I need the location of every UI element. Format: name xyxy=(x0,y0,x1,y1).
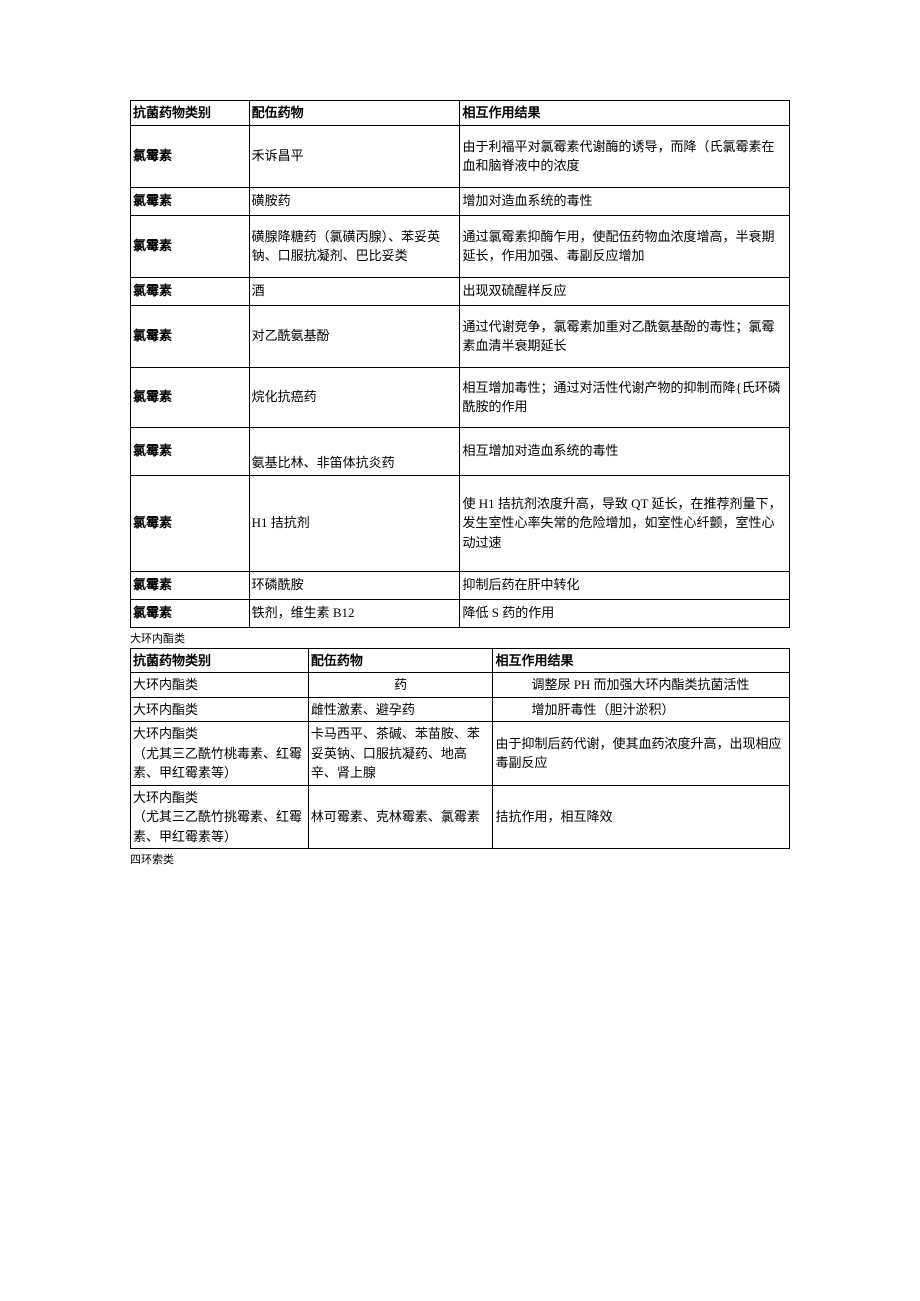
drug-interaction-table-1: 抗菌药物类别 配伍药物 相互作用结果 氯霉素 禾诉昌平 由于利福平对氯霉素代谢酶… xyxy=(130,100,790,628)
table-row: 氯霉素 磺腺降糖药（氯磺丙腺）、苯妥英钠、口服抗凝剂、巴比妥类 通过氯霉素抑酶乍… xyxy=(131,215,790,277)
cell-result: 由于抑制后药代谢，使其血药浓度升高，出现相应毒副反应 xyxy=(493,722,790,786)
cell-result: 拮抗作用，相互降效 xyxy=(493,785,790,849)
table-row: 氯霉素 烷化抗癌药 相互增加毒性；通过对活性代谢产物的抑制而降{氏环磷酰胺的作用 xyxy=(131,367,790,427)
cell-result: 由于利福平对氯霉素代谢酶的诱导，而降（氏氯霉素在血和脑脊液中的浓度 xyxy=(460,125,790,187)
cell-category: 大环内酯类 xyxy=(131,673,309,698)
cell-drug: 药 xyxy=(308,673,493,698)
cell-category: 氯霉素 xyxy=(131,571,250,599)
table-row: 氯霉素 环磷酰胺 抑制后药在肝中转化 xyxy=(131,571,790,599)
section-label-macrolides: 大环内酯类 xyxy=(130,628,790,648)
drug-interaction-table-2: 抗菌药物类别 配伍药物 相互作用结果 大环内酯类 药 调整尿 PH 而加强大环内… xyxy=(130,648,790,850)
table-row: 氯霉素 酒 出现双硫醒样反应 xyxy=(131,277,790,305)
header-result: 相互作用结果 xyxy=(493,648,790,673)
cell-category: 大环内酯类（尤其三乙酰竹挑霉素、红霉素、甲红霉素等） xyxy=(131,785,309,849)
cell-category: 氯霉素 xyxy=(131,427,250,475)
table-row: 大环内酯类 药 调整尿 PH 而加强大环内酯类抗菌活性 xyxy=(131,673,790,698)
cell-result: 通过氯霉素抑酶乍用，使配伍药物血浓度增高，半衰期延长，作用加强、毒副反应增加 xyxy=(460,215,790,277)
cell-category: 氯霉素 xyxy=(131,277,250,305)
table-header-row: 抗菌药物类别 配伍药物 相互作用结果 xyxy=(131,648,790,673)
cell-result: 通过代谢竞争，氯霉素加重对乙酰氨基酚的毒性；氯霉素血清半衰期延长 xyxy=(460,305,790,367)
cell-drug: 磺胺药 xyxy=(249,187,460,215)
table-row: 大环内酯类 雌性激素、避孕药 增加肝毒性（胆汁淤积） xyxy=(131,697,790,722)
cell-category: 氯霉素 xyxy=(131,599,250,627)
cell-result: 使 H1 拮抗剂浓度升高，导致 QT 延长，在推荐剂量下，发生室性心率失常的危险… xyxy=(460,475,790,571)
header-drug: 配伍药物 xyxy=(249,101,460,126)
cell-category: 氯霉素 xyxy=(131,475,250,571)
cell-drug: 磺腺降糖药（氯磺丙腺）、苯妥英钠、口服抗凝剂、巴比妥类 xyxy=(249,215,460,277)
cell-category: 氯霉素 xyxy=(131,367,250,427)
cell-result: 降低 S 药的作用 xyxy=(460,599,790,627)
section-label-tetracyclines: 四环索类 xyxy=(130,849,790,869)
header-result: 相互作用结果 xyxy=(460,101,790,126)
cell-result: 调整尿 PH 而加强大环内酯类抗菌活性 xyxy=(493,673,790,698)
cell-category: 氯霉素 xyxy=(131,215,250,277)
cell-drug: 酒 xyxy=(249,277,460,305)
table-row: 氯霉素 H1 拮抗剂 使 H1 拮抗剂浓度升高，导致 QT 延长，在推荐剂量下，… xyxy=(131,475,790,571)
cell-category: 氯霉素 xyxy=(131,187,250,215)
cell-drug: 铁剂，维生素 B12 xyxy=(249,599,460,627)
cell-result: 增加肝毒性（胆汁淤积） xyxy=(493,697,790,722)
cell-category: 氯霉素 xyxy=(131,305,250,367)
header-category: 抗菌药物类别 xyxy=(131,101,250,126)
table-row: 氯霉素 磺胺药 增加对造血系统的毒性 xyxy=(131,187,790,215)
cell-drug: 雌性激素、避孕药 xyxy=(308,697,493,722)
cell-drug: 氨基比林、非笛体抗炎药 xyxy=(249,427,460,475)
cell-drug: 卡马西平、茶碱、苯苗胺、苯妥英钠、口服抗凝药、地高辛、肾上腺 xyxy=(308,722,493,786)
cell-category: 大环内酯类 xyxy=(131,697,309,722)
cell-result: 出现双硫醒样反应 xyxy=(460,277,790,305)
table-row: 氯霉素 氨基比林、非笛体抗炎药 相互增加对造血系统的毒性 xyxy=(131,427,790,475)
cell-result: 相互增加毒性；通过对活性代谢产物的抑制而降{氏环磷酰胺的作用 xyxy=(460,367,790,427)
table-row: 大环内酯类（尤其三乙酰竹桃毒素、红霉素、甲红霉素等） 卡马西平、茶碱、苯苗胺、苯… xyxy=(131,722,790,786)
cell-result: 增加对造血系统的毒性 xyxy=(460,187,790,215)
table-row: 大环内酯类（尤其三乙酰竹挑霉素、红霉素、甲红霉素等） 林可霉素、克林霉素、氯霉素… xyxy=(131,785,790,849)
cell-category: 氯霉素 xyxy=(131,125,250,187)
table-row: 氯霉素 禾诉昌平 由于利福平对氯霉素代谢酶的诱导，而降（氏氯霉素在血和脑脊液中的… xyxy=(131,125,790,187)
cell-drug: 禾诉昌平 xyxy=(249,125,460,187)
cell-drug: 对乙酰氨基酚 xyxy=(249,305,460,367)
cell-result: 相互增加对造血系统的毒性 xyxy=(460,427,790,475)
table-row: 氯霉素 对乙酰氨基酚 通过代谢竞争，氯霉素加重对乙酰氨基酚的毒性；氯霉素血清半衰… xyxy=(131,305,790,367)
cell-drug: H1 拮抗剂 xyxy=(249,475,460,571)
cell-category: 大环内酯类（尤其三乙酰竹桃毒素、红霉素、甲红霉素等） xyxy=(131,722,309,786)
table-row: 氯霉素 铁剂，维生素 B12 降低 S 药的作用 xyxy=(131,599,790,627)
cell-drug: 环磷酰胺 xyxy=(249,571,460,599)
cell-result: 抑制后药在肝中转化 xyxy=(460,571,790,599)
table-header-row: 抗菌药物类别 配伍药物 相互作用结果 xyxy=(131,101,790,126)
cell-drug: 林可霉素、克林霉素、氯霉素 xyxy=(308,785,493,849)
header-drug: 配伍药物 xyxy=(308,648,493,673)
header-category: 抗菌药物类别 xyxy=(131,648,309,673)
cell-drug: 烷化抗癌药 xyxy=(249,367,460,427)
